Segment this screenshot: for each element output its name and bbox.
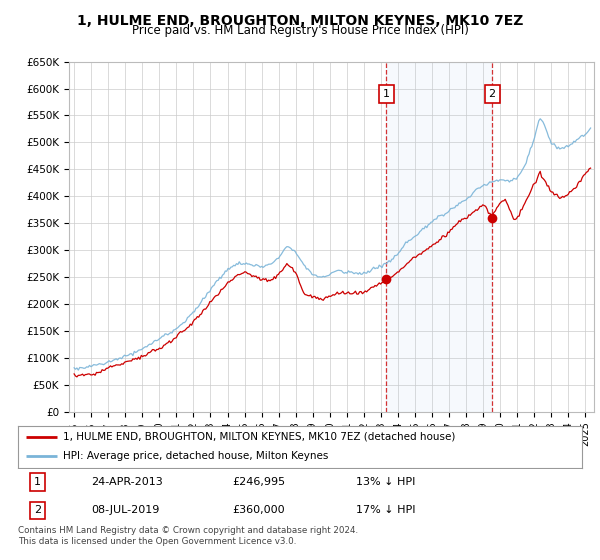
Text: 13% ↓ HPI: 13% ↓ HPI: [356, 477, 416, 487]
Text: 08-JUL-2019: 08-JUL-2019: [91, 506, 160, 515]
Text: 2: 2: [488, 89, 496, 99]
Text: 24-APR-2013: 24-APR-2013: [91, 477, 163, 487]
Text: Price paid vs. HM Land Registry's House Price Index (HPI): Price paid vs. HM Land Registry's House …: [131, 24, 469, 37]
Text: £360,000: £360,000: [232, 506, 285, 515]
Text: 1: 1: [34, 477, 41, 487]
Text: HPI: Average price, detached house, Milton Keynes: HPI: Average price, detached house, Milt…: [63, 451, 328, 461]
Text: £246,995: £246,995: [232, 477, 286, 487]
Bar: [386, 62, 492, 412]
Text: Contains HM Land Registry data © Crown copyright and database right 2024.
This d: Contains HM Land Registry data © Crown c…: [18, 526, 358, 546]
Text: 1, HULME END, BROUGHTON, MILTON KEYNES, MK10 7EZ: 1, HULME END, BROUGHTON, MILTON KEYNES, …: [77, 14, 523, 28]
Text: 1: 1: [383, 89, 390, 99]
Text: 2: 2: [34, 506, 41, 515]
Text: 17% ↓ HPI: 17% ↓ HPI: [356, 506, 416, 515]
Text: 1, HULME END, BROUGHTON, MILTON KEYNES, MK10 7EZ (detached house): 1, HULME END, BROUGHTON, MILTON KEYNES, …: [63, 432, 455, 442]
